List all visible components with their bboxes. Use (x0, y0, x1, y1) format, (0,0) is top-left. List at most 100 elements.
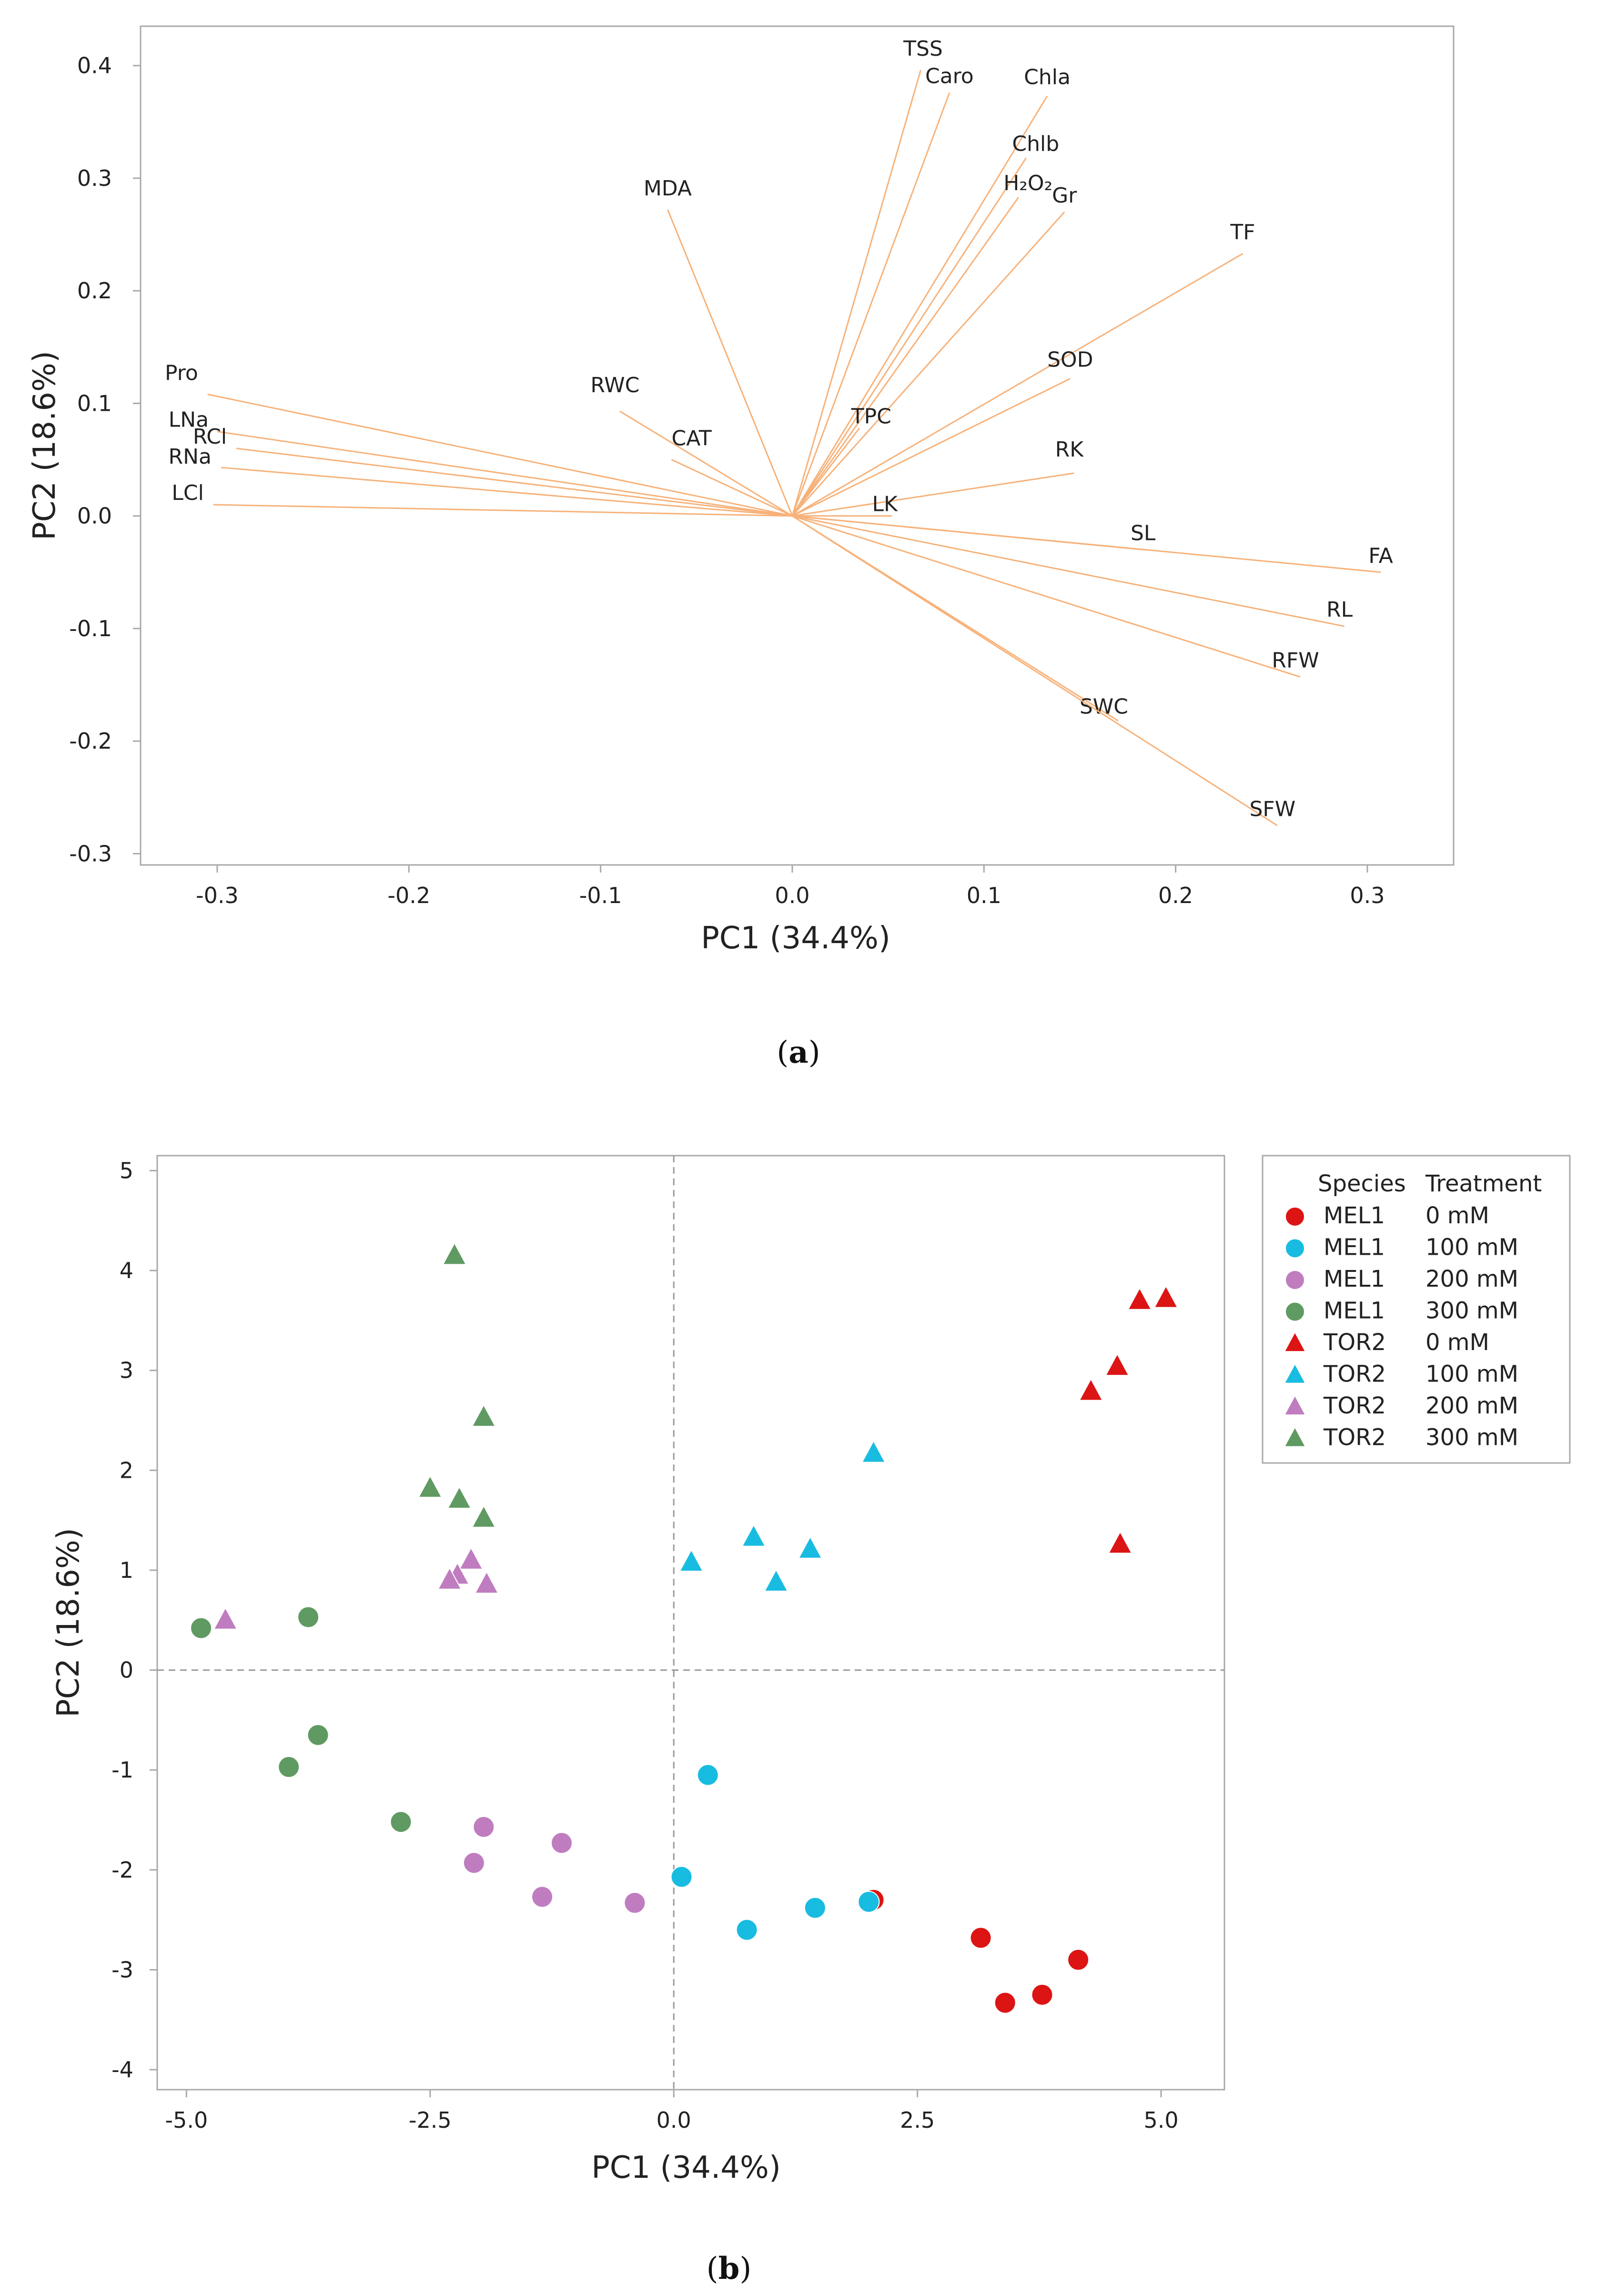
loading-label-h-o: H₂O₂ (1003, 171, 1052, 195)
score-point-mel1-200-mm (531, 1886, 554, 1908)
loading-label-lna: LNa (169, 407, 209, 432)
panel-b-y-tick-label: 4 (120, 1258, 133, 1283)
score-point-tor2-0-mm (1153, 1285, 1179, 1308)
loading-vector-fa (792, 515, 1381, 573)
score-point-tor2-0-mm (1127, 1287, 1152, 1310)
score-point-mel1-200-mm (473, 1816, 495, 1838)
loading-vector-tpc (791, 427, 860, 517)
loading-label-rl: RL (1326, 598, 1353, 622)
panel-a-x-axis-title: PC1 (34.4%) (701, 921, 890, 956)
panel-a-y-tick-label: -0.2 (69, 728, 112, 754)
score-point-tor2-200-mm (474, 1571, 499, 1594)
legend-species-tor2-0-mm: TOR2 (1323, 1329, 1386, 1356)
loading-vector-cat (671, 459, 793, 517)
score-point-mel1-300-mm (278, 1756, 300, 1778)
loading-label-mda: MDA (644, 176, 692, 201)
panel-b-y-tick-label: 0 (120, 1657, 133, 1683)
loading-label-chla: Chla (1024, 65, 1071, 89)
score-point-tor2-100-mm (798, 1535, 823, 1559)
panel-b-y-tick-label: -1 (111, 1757, 133, 1783)
loading-vector-rcl (236, 447, 793, 517)
panel-a-x-tick-label: 0.0 (775, 883, 809, 908)
loading-vector-rl (792, 515, 1344, 627)
panel-b-y-tick-label: 2 (120, 1457, 133, 1483)
legend-marker-tor2-300-mm (1284, 1426, 1306, 1447)
legend-rows: MEL1 0 mM MEL1 100 mM MEL1 200 mM MEL1 300 mM TO… (1284, 1202, 1518, 1451)
loading-label-rwc: RWC (590, 373, 639, 397)
legend-marker-mel1-300-mm (1285, 1301, 1305, 1322)
panel-b-score-plot: -5.0 -2.5 0.0 2.5 5.0 -4 -3 -2 -1 0 1 2 3 4 5 PC1 (34.… (51, 1155, 1571, 2286)
legend-treatment-tor2-300-mm: 300 mM (1425, 1424, 1518, 1451)
score-point-mel1-300-mm (307, 1724, 329, 1746)
panel-a-x-tick-label: 0.3 (1350, 883, 1385, 908)
score-point-mel1-100-mm (670, 1866, 693, 1888)
score-point-mel1-0-mm (1031, 1983, 1053, 2006)
panel-b-x-tick-label: 5.0 (1143, 2107, 1178, 2133)
panel-b-y-axis-title: PC2 (18.6%) (51, 1528, 86, 1717)
score-point-tor2-200-mm (437, 1566, 462, 1590)
legend-frame (1262, 1155, 1571, 1464)
legend-treatment-tor2-200-mm: 200 mM (1425, 1392, 1518, 1419)
panel-b-x-tick-label: -5.0 (165, 2107, 208, 2133)
panel-b-y-tick-label: 1 (120, 1557, 133, 1583)
score-point-mel1-300-mm (190, 1617, 212, 1639)
legend-treatment-mel1-200-mm: 200 mM (1425, 1266, 1518, 1292)
score-point-mel1-0-mm (1067, 1949, 1090, 1971)
score-point-tor2-200-mm (458, 1546, 484, 1570)
panel-a-x-tick-label: -0.3 (196, 883, 239, 908)
score-point-tor2-0-mm (1108, 1531, 1132, 1554)
loading-vector-chlb (791, 157, 1027, 517)
loading-vector-tss (791, 70, 921, 517)
legend-species-tor2-300-mm: TOR2 (1323, 1424, 1386, 1451)
panel-a-x-tick-label: -0.1 (579, 883, 622, 908)
panel-a-y-tick-label: 0.3 (77, 165, 112, 191)
panel-a-label: (a) (777, 1035, 820, 1070)
loading-label-pro: Pro (165, 361, 198, 386)
panel-b-x-tick-label: 2.5 (900, 2107, 935, 2133)
panel-a-plot-frame (140, 25, 1455, 866)
loading-label-rk: RK (1055, 437, 1084, 462)
loading-label-gr: Gr (1052, 183, 1077, 208)
loading-vector-gr (791, 211, 1065, 517)
loading-vector-rwc (619, 410, 793, 517)
legend-treatment-mel1-100-mm: 100 mM (1425, 1234, 1518, 1261)
loading-label-fa: FA (1368, 544, 1393, 568)
score-point-tor2-300-mm (417, 1475, 443, 1498)
legend-species-mel1-100-mm: MEL1 (1324, 1234, 1385, 1261)
loading-vector-chla (791, 95, 1048, 517)
legend-species-mel1-300-mm: MEL1 (1324, 1298, 1385, 1324)
score-point-mel1-100-mm (736, 1919, 758, 1941)
panel-b-y-tick-label: -3 (111, 1957, 133, 1982)
loading-label-lk: LK (872, 492, 898, 517)
loading-label-tss: TSS (903, 37, 943, 61)
legend-header-treatment: Treatment (1425, 1170, 1542, 1197)
score-point-mel1-100-mm (697, 1764, 719, 1786)
score-point-tor2-300-mm (471, 1404, 496, 1427)
panel-a-x-tick-label: 0.2 (1158, 883, 1193, 908)
score-point-mel1-100-mm (858, 1890, 880, 1913)
loading-label-tpc: TPC (851, 404, 891, 428)
score-point-mel1-100-mm (804, 1897, 826, 1919)
panel-a-y-axis-title: PC2 (18.6%) (27, 351, 62, 540)
panel-b-y-tick-label: 3 (120, 1358, 133, 1383)
panel-a-y-tick-label: 0.2 (77, 278, 112, 304)
legend-treatment-tor2-0-mm: 0 mM (1425, 1329, 1489, 1356)
loading-vector-mda (667, 209, 793, 517)
panel-b-label: (b) (707, 2251, 752, 2286)
panel-a-y-tick-label: -0.3 (69, 841, 112, 866)
panel-b-score-points (190, 1242, 1179, 2014)
score-point-tor2-100-mm (679, 1549, 704, 1572)
legend-marker-tor2-100-mm (1284, 1362, 1306, 1384)
score-point-mel1-300-mm (297, 1606, 320, 1628)
legend-header-species: Species (1318, 1170, 1406, 1197)
legend-marker-tor2-200-mm (1284, 1394, 1306, 1416)
score-point-tor2-300-mm (442, 1242, 467, 1265)
loading-label-sl: SL (1131, 521, 1156, 546)
panel-b-x-tick-label: 0.0 (657, 2107, 691, 2133)
score-point-tor2-200-mm (213, 1606, 238, 1630)
loading-vector-lna (217, 430, 793, 517)
